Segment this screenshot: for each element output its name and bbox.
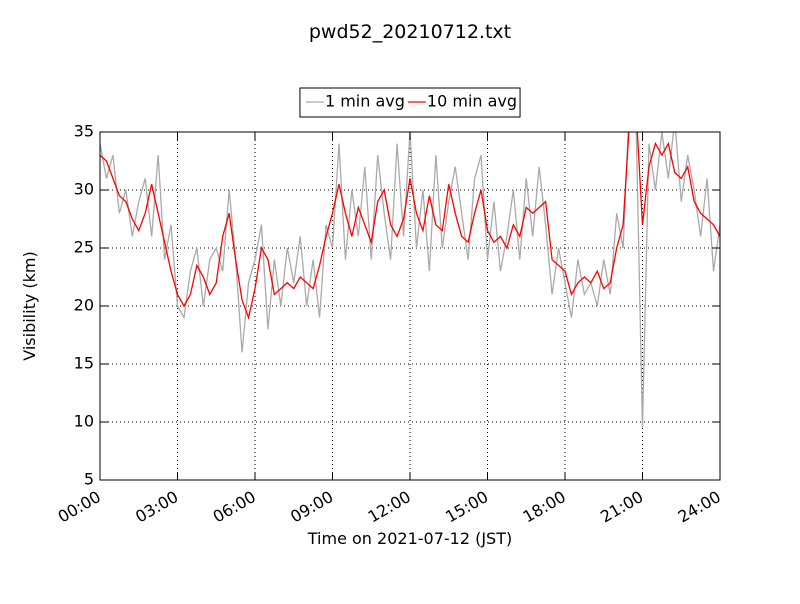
chart-title: pwd52_20210712.txt <box>309 21 511 43</box>
y-tick-label: 25 <box>74 238 94 257</box>
plot-lines <box>100 132 720 428</box>
y-tick-label: 20 <box>74 296 94 315</box>
legend-label: 10 min avg <box>427 92 517 111</box>
y-tick-label: 5 <box>84 470 94 489</box>
series-line <box>100 132 720 428</box>
y-axis-label: Visibility (km) <box>20 251 39 360</box>
y-tick-label: 15 <box>74 354 94 373</box>
legend: 1 min avg 10 min avg <box>299 87 521 118</box>
y-tick-label: 10 <box>74 412 94 431</box>
y-tick-label: 30 <box>74 180 94 199</box>
x-axis-label: Time on 2021-07-12 (JST) <box>307 529 512 548</box>
y-tick-label: 35 <box>74 122 94 141</box>
series-line <box>100 132 720 320</box>
legend-label: 1 min avg <box>325 92 405 111</box>
